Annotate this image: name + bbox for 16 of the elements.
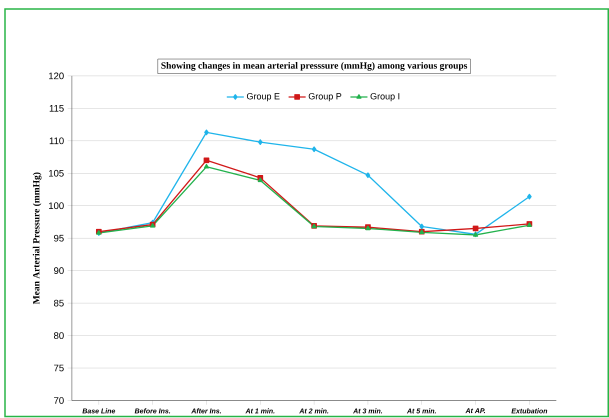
y-tick-label: 85 <box>54 300 64 306</box>
y-tick-label: 70 <box>54 396 64 404</box>
y-tick-label: 75 <box>54 364 64 372</box>
y-tick-label: 105 <box>49 170 64 176</box>
y-tick-label: 80 <box>54 332 64 339</box>
y-axis-title: Mean Arterial Pressure (mmHg) <box>32 172 42 304</box>
y-tick-label: 115 <box>50 104 64 112</box>
legend-label: Group P <box>308 92 342 101</box>
y-tick-label: 120 <box>49 72 64 80</box>
y-tick-label: 90 <box>54 267 64 274</box>
y-tick-label: 100 <box>49 202 64 209</box>
chart-title: Showing changes in mean arterial presssure (mmHg) among various groups <box>161 62 468 70</box>
legend-label: Group I <box>370 92 400 101</box>
y-tick-label: 110 <box>50 137 64 144</box>
legend-label: Group E <box>246 92 280 101</box>
y-tick-label: 95 <box>54 234 64 242</box>
